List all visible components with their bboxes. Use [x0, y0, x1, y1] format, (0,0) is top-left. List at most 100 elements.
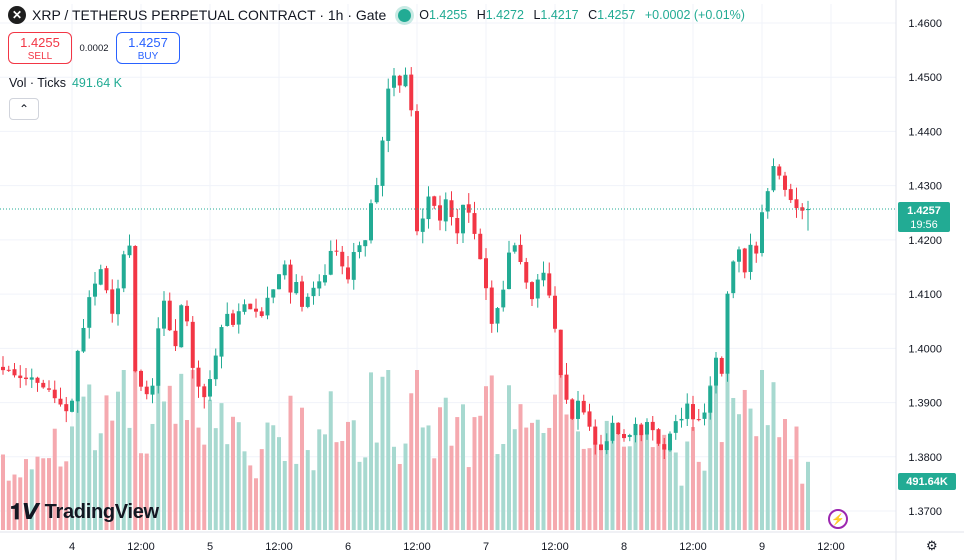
candle-body: [1, 366, 5, 371]
candle-body: [18, 375, 23, 379]
change-value: +0.0002 (+0.01%): [644, 8, 745, 22]
candle-body: [420, 218, 425, 232]
candle-body: [328, 250, 333, 275]
candle-body: [156, 328, 161, 386]
volume-bar: [12, 474, 17, 530]
candle-body: [254, 308, 258, 312]
volume-bar: [771, 382, 776, 530]
volume-bar: [685, 441, 690, 530]
volume-bar: [800, 483, 805, 530]
volume-bar: [512, 429, 517, 530]
chevron-up-icon: ⌃: [18, 102, 30, 116]
last-price-label: 1.4257: [907, 205, 941, 217]
x-tick-label: 8: [621, 541, 627, 553]
volume-tag: [898, 473, 956, 490]
candle-body: [179, 305, 184, 348]
candle-body: [81, 327, 86, 352]
y-tick-label: 1.4100: [908, 289, 942, 301]
volume-bar: [254, 478, 258, 530]
volume-bar: [133, 370, 138, 530]
candle-body: [788, 189, 793, 201]
candle-body: [403, 74, 408, 87]
volume-bar: [351, 420, 356, 530]
volume-bar: [374, 442, 379, 530]
candle-body: [783, 175, 787, 190]
volume-bar: [530, 422, 534, 530]
buy-price: 1.4257: [128, 34, 168, 50]
volume-bar: [420, 427, 425, 530]
volume-bar: [121, 370, 126, 530]
volume-bar: [334, 442, 339, 530]
volume-legend[interactable]: Vol · Ticks 491.64 K: [9, 76, 122, 90]
x-tick-label: 7: [483, 541, 489, 553]
tradingview-logo[interactable]: 𝟏𝙑 TradingView: [10, 499, 159, 525]
y-tick-label: 1.3800: [908, 452, 942, 464]
chart-title[interactable]: XRP / TETHERUS PERPETUAL CONTRACT · 1h ·…: [32, 7, 387, 23]
candle-body: [484, 258, 488, 289]
candle-body: [357, 245, 362, 253]
x-close-icon[interactable]: ✕: [8, 6, 26, 24]
candle-body: [593, 426, 598, 445]
candle-body: [265, 297, 270, 316]
candle-body: [725, 293, 730, 374]
candle-body: [702, 412, 707, 419]
candle-body: [346, 267, 350, 280]
volume-bar: [581, 448, 586, 530]
gear-icon[interactable]: ⚙: [926, 538, 938, 553]
market-status-icon: [398, 8, 412, 22]
volume-bar: [231, 416, 235, 530]
candle-body: [685, 403, 690, 419]
collapse-legend-button[interactable]: ⌃: [9, 98, 39, 120]
volume-bar: [81, 396, 86, 530]
volume-bar: [679, 485, 684, 530]
candle-body: [719, 357, 724, 374]
volume-bar: [622, 446, 626, 530]
volume-bar: [794, 426, 799, 530]
volume-bar: [265, 422, 270, 530]
symbol-legend: ✕ XRP / TETHERUS PERPETUAL CONTRACT · 1h…: [8, 6, 751, 24]
sell-price: 1.4255: [20, 34, 60, 50]
x-tick-label: 12:00: [817, 541, 845, 553]
candle-body: [93, 283, 97, 297]
volume-bar: [524, 427, 529, 530]
volume-bar: [35, 456, 40, 530]
candle-body: [461, 204, 465, 234]
volume-bar: [202, 444, 207, 530]
y-tick-label: 1.4200: [908, 235, 942, 247]
volume-legend-label: Vol · Ticks: [9, 76, 66, 90]
volume-bar: [196, 427, 201, 530]
volume-bar: [75, 370, 80, 530]
candle-body: [737, 249, 741, 262]
volume-bar: [535, 419, 540, 530]
candle-body: [363, 240, 368, 247]
volume-bar: [708, 385, 713, 530]
candle-body: [277, 274, 281, 290]
volume-bar: [507, 385, 511, 530]
volume-bar: [616, 433, 621, 530]
volume-bar: [167, 385, 172, 530]
lightning-icon[interactable]: ⚡: [828, 509, 848, 529]
volume-bar: [599, 448, 603, 530]
volume-bar: [340, 440, 345, 530]
buy-button[interactable]: 1.4257 BUY: [116, 32, 180, 64]
volume-bar: [380, 376, 385, 530]
volume-bar: [346, 421, 350, 530]
candle-body: [610, 422, 615, 441]
y-tick-label: 1.3700: [908, 506, 942, 518]
candle-body: [547, 273, 552, 296]
volume-bar: [725, 370, 730, 530]
candle-body: [501, 289, 506, 308]
candle-body: [708, 386, 713, 413]
candle-body: [650, 421, 655, 431]
candle-body: [558, 329, 563, 376]
candle-body: [98, 269, 103, 285]
candle-body: [553, 295, 557, 329]
candle-body: [576, 400, 580, 419]
volume-bar: [576, 431, 580, 530]
sell-button[interactable]: 1.4255 SELL: [8, 32, 72, 64]
candle-body: [300, 281, 304, 307]
candle-body: [599, 444, 603, 451]
volume-bar: [288, 395, 293, 530]
volume-bar: [213, 428, 218, 530]
